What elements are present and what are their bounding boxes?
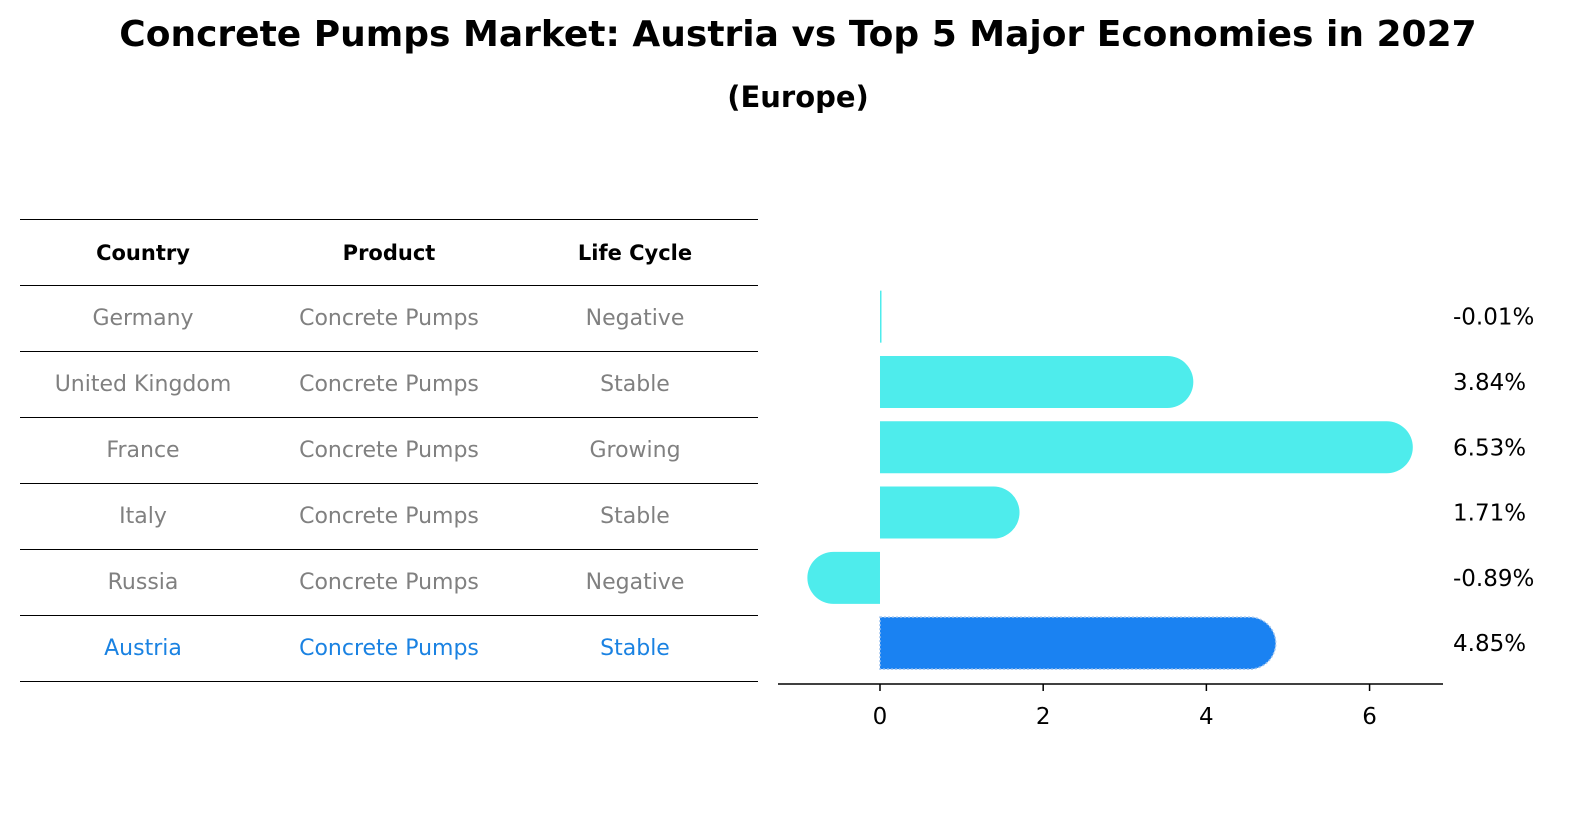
bar: [807, 551, 880, 604]
table-row-highlight: Austria Concrete Pumps Stable: [20, 615, 758, 682]
cell-product: Concrete Pumps: [266, 351, 512, 418]
bar: [879, 421, 1413, 474]
table-row: Russia Concrete Pumps Negative: [20, 549, 758, 616]
header-life-cycle: Life Cycle: [512, 219, 758, 286]
cell-product: Concrete Pumps: [266, 417, 512, 484]
cell-product: Concrete Pumps: [266, 549, 512, 616]
value-label: 6.53%: [1453, 435, 1526, 461]
cell-country: Germany: [20, 285, 266, 352]
bar-highlight: [879, 616, 1277, 670]
cell-product: Concrete Pumps: [266, 285, 512, 352]
value-label: -0.01%: [1453, 305, 1534, 331]
table-header-row: Country Product Life Cycle: [20, 219, 758, 286]
value-label: 1.71%: [1453, 501, 1526, 527]
x-tick-label: 6: [1362, 704, 1377, 730]
cell-life-cycle: Stable: [512, 615, 758, 682]
table-row: United Kingdom Concrete Pumps Stable: [20, 351, 758, 418]
cell-product: Concrete Pumps: [266, 483, 512, 550]
value-label: 3.84%: [1453, 370, 1526, 396]
bar: [879, 355, 1194, 408]
x-tick-label: 4: [1199, 704, 1214, 730]
cell-country: France: [20, 417, 266, 484]
value-label: 4.85%: [1453, 631, 1526, 657]
header-country: Country: [20, 219, 266, 286]
table-row: France Concrete Pumps Growing: [20, 417, 758, 484]
cell-country: Austria: [20, 615, 266, 682]
comparison-table: Country Product Life Cycle Germany Concr…: [20, 219, 758, 682]
cell-life-cycle: Growing: [512, 417, 758, 484]
table-row: Germany Concrete Pumps Negative: [20, 285, 758, 352]
cell-life-cycle: Negative: [512, 549, 758, 616]
chart-title: Concrete Pumps Market: Austria vs Top 5 …: [119, 14, 1477, 55]
chart-subtitle: (Europe): [727, 80, 869, 114]
header-product: Product: [266, 219, 512, 286]
cell-product: Concrete Pumps: [266, 615, 512, 682]
value-label: -0.89%: [1453, 566, 1534, 592]
cell-country: Russia: [20, 549, 266, 616]
bar: [879, 486, 1020, 539]
cell-country: Italy: [20, 483, 266, 550]
x-tick-label: 2: [1036, 704, 1051, 730]
cell-country: United Kingdom: [20, 351, 266, 418]
cell-life-cycle: Negative: [512, 285, 758, 352]
x-tick-label: 0: [873, 704, 888, 730]
cell-life-cycle: Stable: [512, 483, 758, 550]
table-row: Italy Concrete Pumps Stable: [20, 483, 758, 550]
bar: [879, 290, 882, 343]
